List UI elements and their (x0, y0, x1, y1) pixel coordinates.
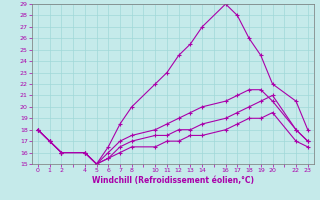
X-axis label: Windchill (Refroidissement éolien,°C): Windchill (Refroidissement éolien,°C) (92, 176, 254, 185)
